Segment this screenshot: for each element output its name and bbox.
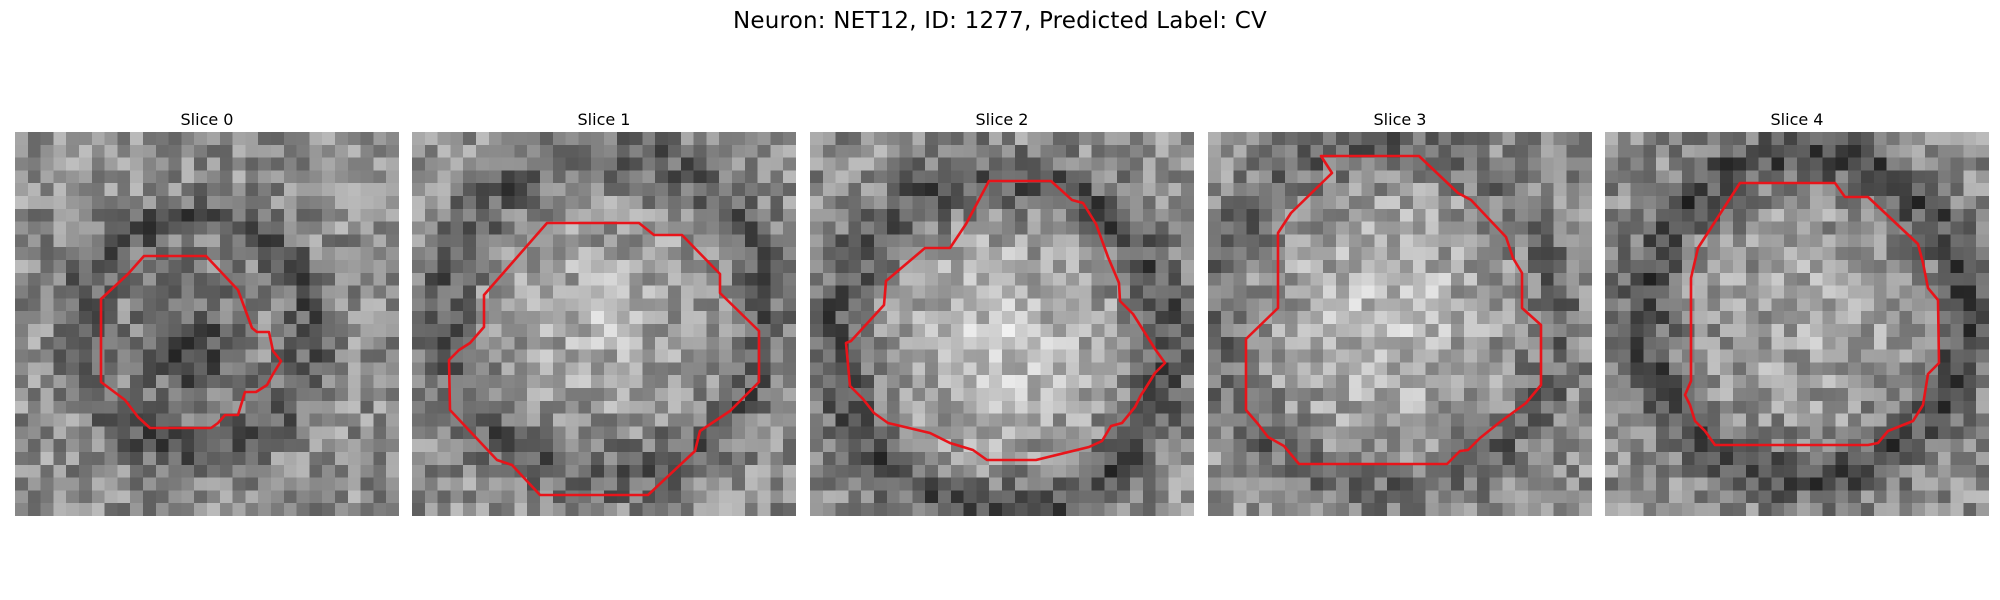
- slice-panel-0: Slice 0: [15, 108, 399, 516]
- figure-title: Neuron: NET12, ID: 1277, Predicted Label…: [733, 8, 1267, 34]
- slice-title: Slice 0: [180, 110, 234, 129]
- slice-panel-2: Slice 2: [810, 108, 1194, 516]
- slice-title: Slice 1: [577, 110, 631, 129]
- roi-contour: [1244, 154, 1543, 466]
- microscopy-image: [15, 132, 399, 516]
- microscopy-image: [1208, 132, 1592, 516]
- slice-panel-4: Slice 4: [1605, 108, 1989, 516]
- slice-panel-3: Slice 3: [1208, 108, 1592, 516]
- roi-contour: [447, 221, 761, 497]
- slice-title: Slice 3: [1373, 110, 1427, 129]
- slice-title: Slice 2: [975, 110, 1029, 129]
- microscopy-image: [810, 132, 1194, 516]
- roi-contour: [1683, 181, 1941, 447]
- slice-panel-1: Slice 1: [412, 108, 796, 516]
- roi-contour: [99, 254, 283, 430]
- roi-contour: [844, 179, 1167, 462]
- microscopy-image: [412, 132, 796, 516]
- slice-title: Slice 4: [1770, 110, 1824, 129]
- microscopy-image: [1605, 132, 1989, 516]
